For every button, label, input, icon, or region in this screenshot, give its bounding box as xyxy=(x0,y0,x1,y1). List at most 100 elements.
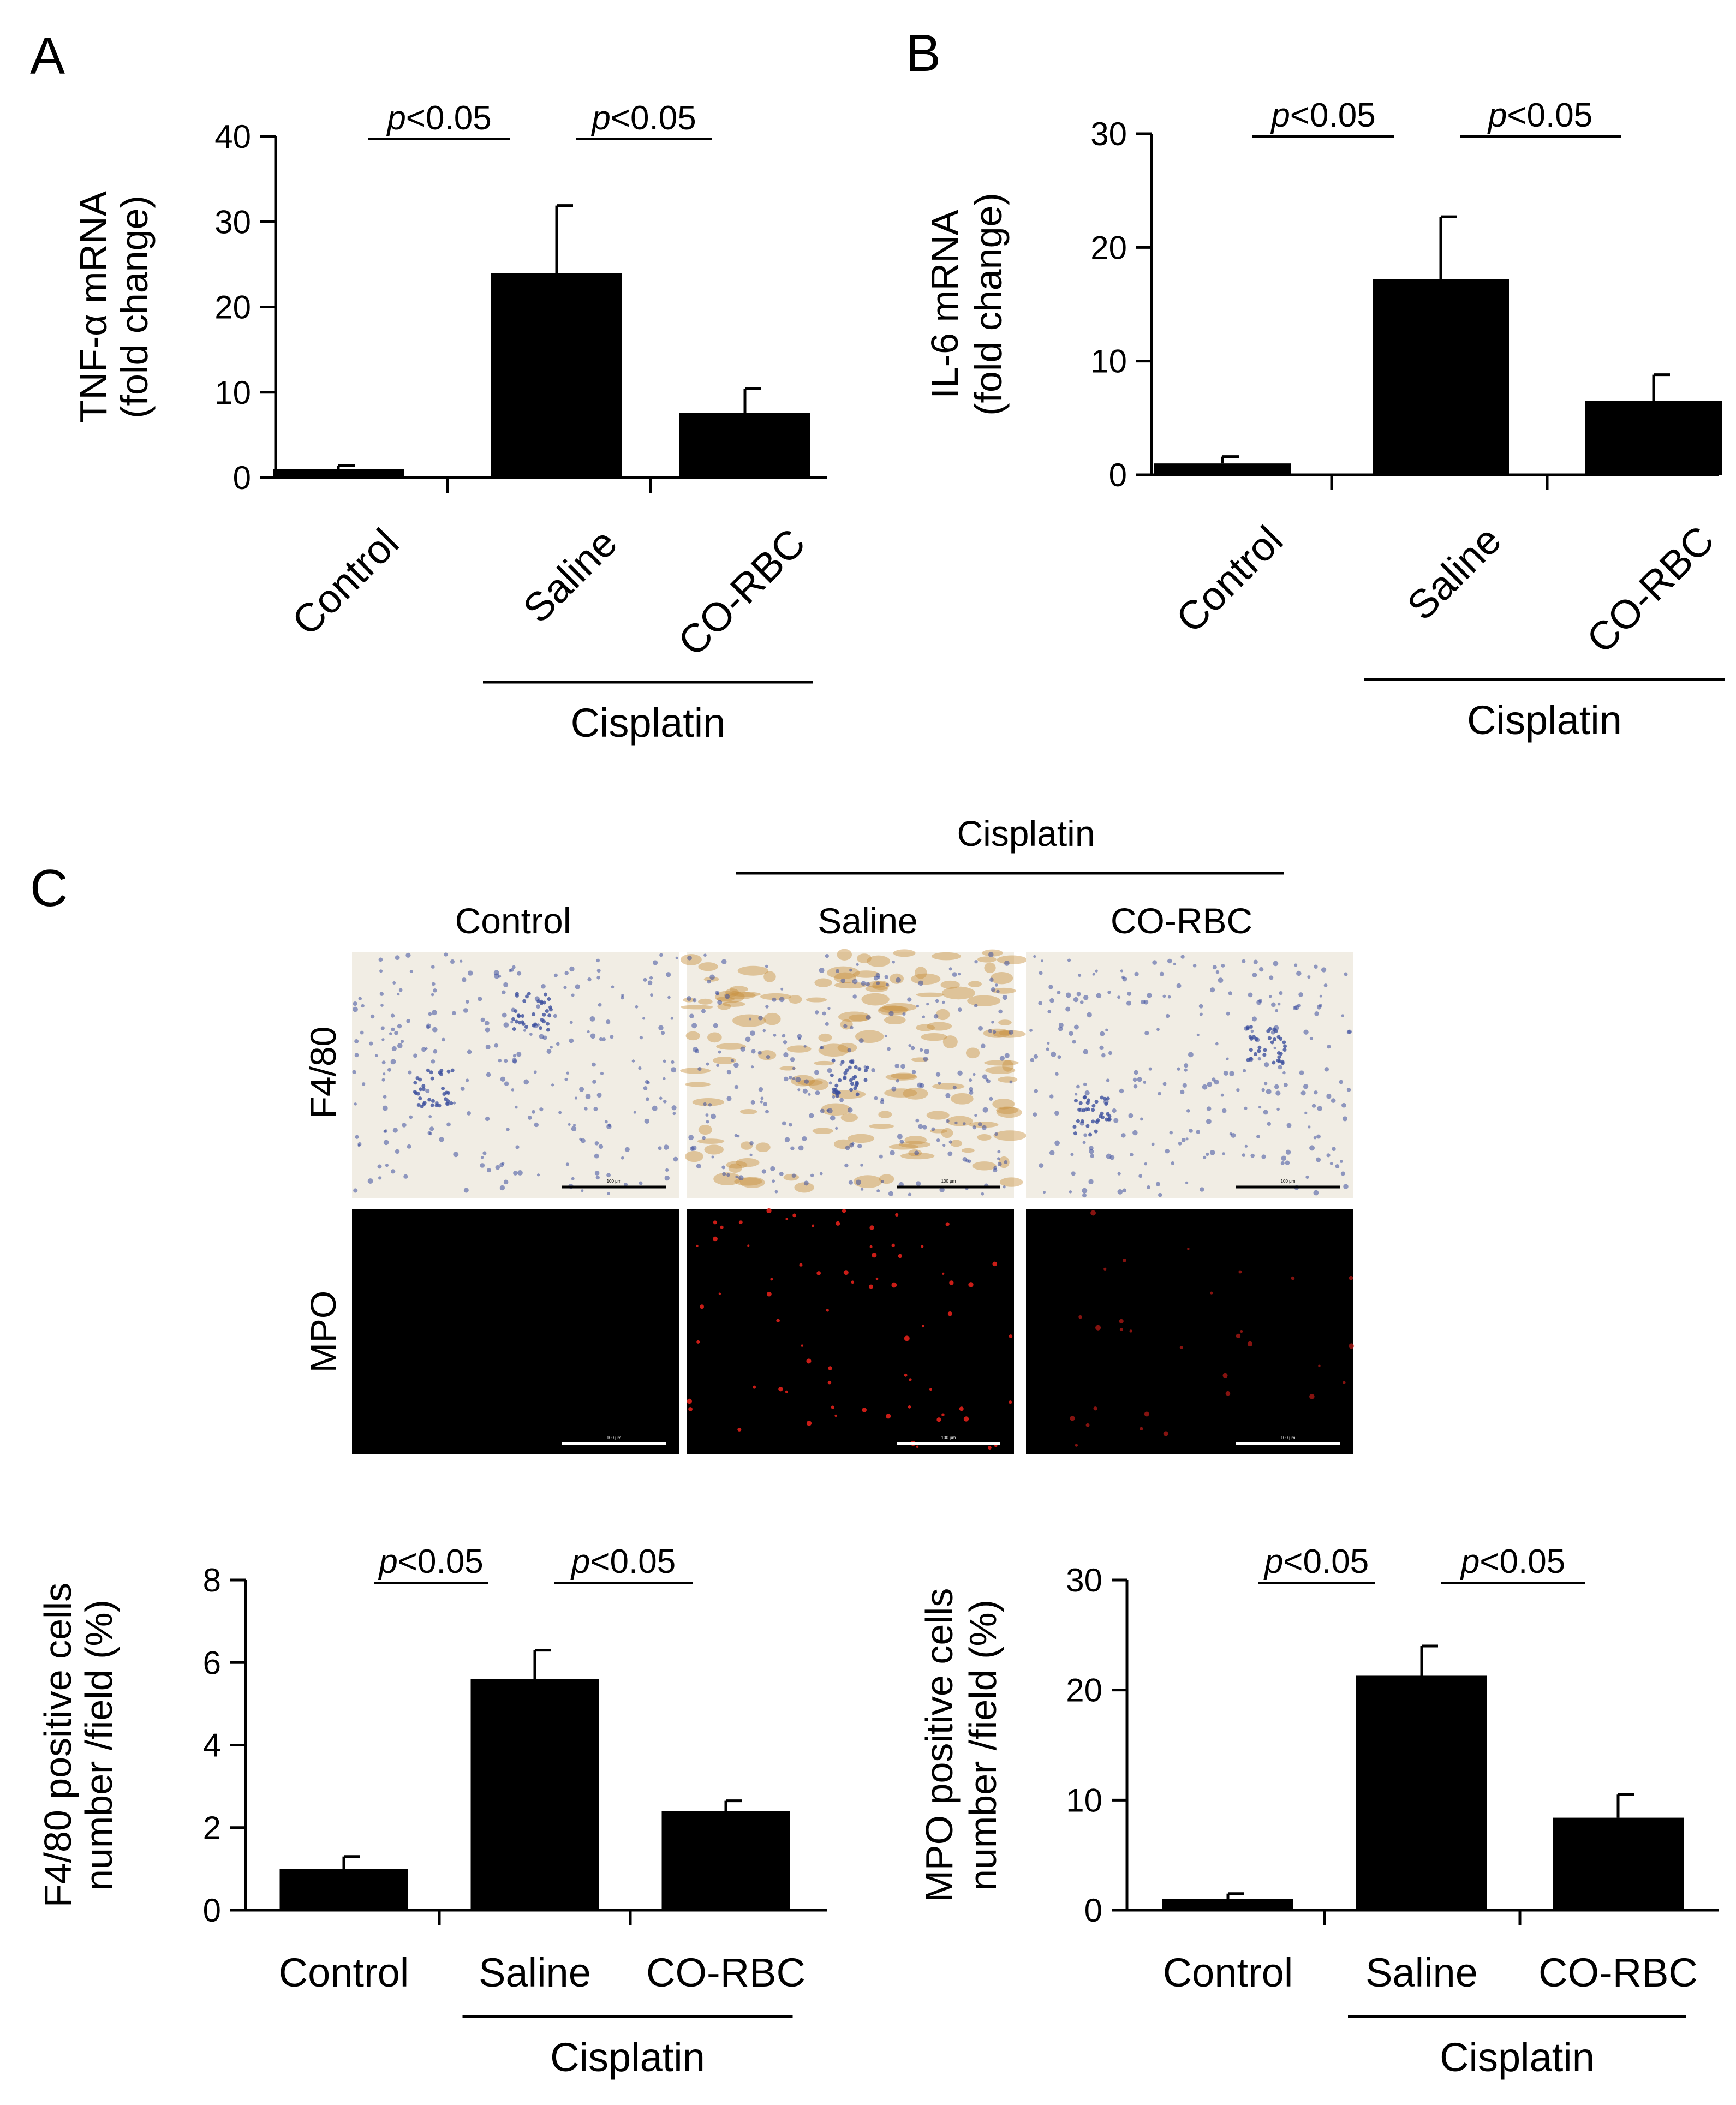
nucleus xyxy=(718,1050,721,1054)
glomerulus-nucleus xyxy=(426,1068,430,1072)
nucleus xyxy=(663,1099,667,1104)
nucleus xyxy=(902,1012,906,1016)
dab-stain xyxy=(904,1136,927,1145)
nucleus xyxy=(571,993,575,997)
nucleus xyxy=(762,1029,766,1033)
mpo-signal xyxy=(895,1213,899,1217)
nucleus xyxy=(922,1125,927,1130)
nucleus xyxy=(1242,1153,1246,1157)
nucleus xyxy=(1069,1190,1072,1194)
micrograph-f480-control: 100 μm xyxy=(352,952,679,1198)
nucleus xyxy=(1185,1137,1189,1141)
mpo-signal xyxy=(836,1221,840,1226)
nucleus xyxy=(857,1143,862,1149)
glomerulus-nucleus xyxy=(524,1025,529,1029)
nucleus xyxy=(986,1079,991,1084)
nucleus xyxy=(849,968,852,972)
nucleus xyxy=(1257,1057,1261,1061)
nucleus xyxy=(539,1034,544,1039)
nucleus xyxy=(658,1146,662,1150)
dab-stain xyxy=(888,1144,918,1150)
dab-stain xyxy=(840,1113,858,1122)
nucleus xyxy=(1200,1187,1204,1192)
nucleus xyxy=(429,1126,434,1131)
nucleus xyxy=(1071,1171,1076,1176)
nucleus xyxy=(1075,1093,1078,1096)
dab-stain xyxy=(848,1014,872,1022)
nucleus xyxy=(991,1021,994,1024)
nucleus xyxy=(1038,1001,1042,1005)
glomerulus-nucleus xyxy=(536,999,541,1004)
dab-stain xyxy=(818,1033,832,1042)
nucleus xyxy=(397,993,400,996)
nucleus xyxy=(1169,1131,1173,1135)
nucleus xyxy=(994,1132,998,1136)
y-tick-label: 30 xyxy=(1066,1562,1102,1599)
dab-stain xyxy=(834,982,867,989)
nucleus xyxy=(1209,1150,1215,1155)
y-axis-label: number /field (%) xyxy=(962,1600,1004,1891)
mpo-signal xyxy=(1144,1411,1149,1417)
nucleus xyxy=(353,1006,358,1012)
mpo-signal xyxy=(826,1309,829,1312)
dab-stain xyxy=(736,1158,760,1167)
nucleus xyxy=(1073,1024,1079,1030)
dab-stain xyxy=(926,1022,952,1031)
nucleus xyxy=(888,1011,894,1016)
category-label: Saline xyxy=(514,520,625,631)
nucleus xyxy=(1004,1160,1008,1164)
nucleus xyxy=(702,1136,706,1140)
glomerulus-nucleus xyxy=(1272,1037,1276,1042)
mpo-signal xyxy=(806,1358,812,1364)
nucleus xyxy=(361,1082,366,1086)
nucleus xyxy=(850,1025,854,1029)
micrograph-col-control: Control xyxy=(455,901,571,941)
nucleus xyxy=(782,1121,786,1126)
nucleus xyxy=(731,1059,735,1063)
y-tick-label: 0 xyxy=(203,1892,221,1929)
nucleus xyxy=(392,1128,398,1133)
dab-stain xyxy=(950,1140,963,1147)
nucleus xyxy=(952,1086,957,1090)
nucleus xyxy=(757,1051,762,1055)
nucleus xyxy=(1331,1098,1336,1103)
nucleus xyxy=(433,1049,438,1054)
glomerulus-nucleus xyxy=(539,999,544,1004)
nucleus xyxy=(792,1077,796,1081)
nucleus xyxy=(1041,959,1044,963)
nucleus xyxy=(367,1178,373,1184)
nucleus xyxy=(1264,1062,1269,1068)
nucleus xyxy=(749,1153,753,1156)
nucleus xyxy=(809,1113,814,1118)
nucleus xyxy=(827,1068,832,1074)
nucleus xyxy=(1047,1010,1052,1014)
y-axis-label: TNF-α mRNA xyxy=(72,190,115,423)
nucleus xyxy=(631,1059,635,1063)
glomerulus-nucleus xyxy=(421,1102,426,1107)
nucleus xyxy=(536,1023,540,1027)
mpo-signal xyxy=(806,1421,812,1426)
mpo-signal xyxy=(968,1282,974,1287)
nucleus xyxy=(1084,1090,1090,1096)
glomerulus-nucleus xyxy=(545,1022,550,1026)
nucleus xyxy=(1058,1026,1063,1031)
nucleus xyxy=(948,1140,952,1144)
nucleus xyxy=(368,1041,373,1046)
nucleus xyxy=(1046,1047,1049,1051)
mpo-signal xyxy=(994,1444,998,1447)
nucleus xyxy=(1117,1172,1121,1176)
nucleus xyxy=(516,1052,522,1057)
nucleus xyxy=(1009,1080,1013,1084)
nucleus xyxy=(598,1144,604,1149)
nucleus xyxy=(802,1088,808,1094)
nucleus xyxy=(962,1156,968,1162)
nucleus xyxy=(594,1171,600,1176)
y-tick-label: 20 xyxy=(1066,1672,1102,1709)
nucleus xyxy=(1122,1188,1127,1193)
mpo-signal xyxy=(747,1244,750,1247)
nucleus xyxy=(1251,1016,1257,1022)
mpo-signal xyxy=(988,1446,992,1450)
nucleus xyxy=(550,1046,553,1049)
nucleus xyxy=(687,996,692,1001)
